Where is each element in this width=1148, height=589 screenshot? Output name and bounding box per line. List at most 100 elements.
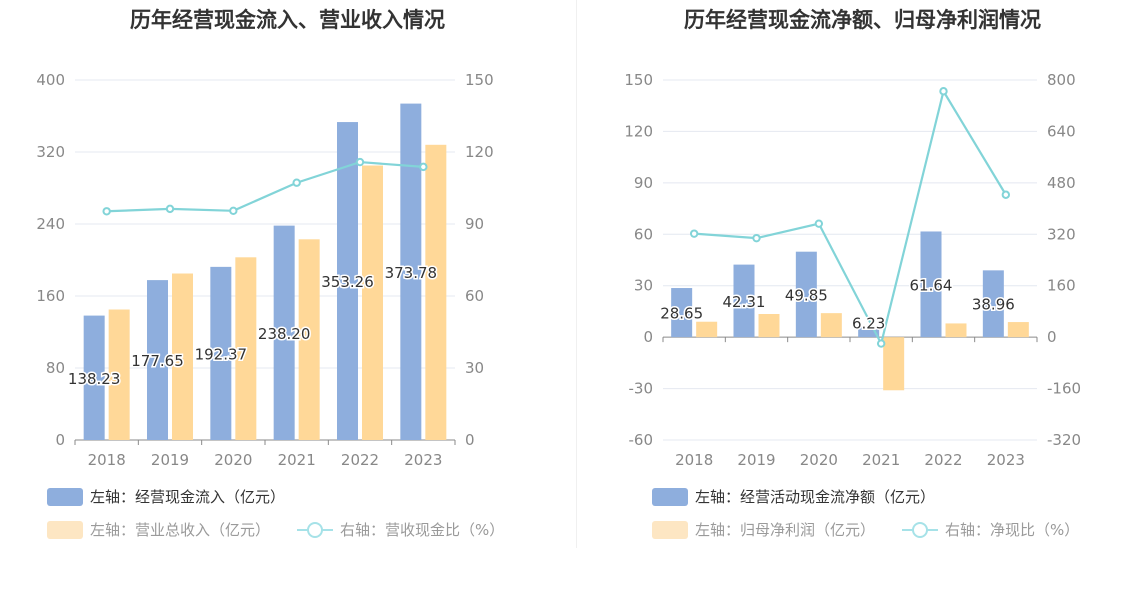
legend-label-ratio: 右轴：营收现金比（%） <box>340 521 505 539</box>
x-tick-label: 2021 <box>278 451 316 469</box>
y-tick-label-right: 640 <box>1047 122 1076 140</box>
bar-primary <box>858 326 880 338</box>
legend-item-cash-ratio[interactable]: 右轴：净现比（%） <box>902 519 1079 540</box>
x-tick-label: 2018 <box>675 451 713 469</box>
legend-label-cash-ratio: 右轴：净现比（%） <box>945 521 1080 539</box>
y-tick-label-right: 480 <box>1047 174 1076 192</box>
y-tick-label-right: 160 <box>1047 277 1076 295</box>
line-point <box>814 219 824 228</box>
y-tick-label-right: -160 <box>1047 380 1081 398</box>
bar-primary <box>920 231 942 338</box>
bar-secondary <box>883 337 905 391</box>
x-tick-label: 2020 <box>214 451 252 469</box>
chart-panel-netcash-profit: 历年经营现金流净额、归母净利润情况 -60 -30 0 30 60 90 120 150 -32… <box>577 0 1148 560</box>
chart-title: 历年经营现金流入、营业收入情况 <box>130 8 445 32</box>
y-tick-label-left: 320 <box>36 143 65 161</box>
bar-secondary <box>108 309 130 440</box>
bar-secondary <box>235 257 257 440</box>
bar-secondary <box>172 273 193 440</box>
legend-swatch-inflow <box>47 487 83 506</box>
y-tick-label-left: 0 <box>643 328 653 346</box>
data-label: 373.78 <box>385 264 438 282</box>
x-tick-label: 2018 <box>88 451 126 469</box>
legend-line-marker-ratio <box>297 521 333 539</box>
x-tick-label: 2021 <box>862 451 900 469</box>
y-tick-label-left: 120 <box>624 122 653 140</box>
data-label: 238.20 <box>258 325 311 343</box>
y-tick-label-left: 400 <box>36 71 65 89</box>
line-point <box>165 204 175 214</box>
bar-secondary <box>362 165 383 440</box>
bar-secondary <box>945 323 967 338</box>
legend-label-net-cash: 左轴：经营活动现金流净额（亿元） <box>695 488 936 506</box>
data-label: 192.37 <box>195 345 248 363</box>
data-label: 6.23 <box>852 314 885 332</box>
bar-primary <box>83 315 105 440</box>
bar-primary <box>400 103 422 441</box>
bar-primary <box>210 266 232 440</box>
bar-primary <box>337 122 358 440</box>
chart-panel-cashflow-revenue: 历年经营现金流入、营业收入情况 0 80 160 240 320 400 0 30 60 90 12… <box>0 0 575 560</box>
y-tick-label-left: 160 <box>36 287 65 305</box>
chart-plot-area: 0 80 160 240 320 400 0 30 60 90 120 150 2018 2019 2020… <box>36 71 494 469</box>
legend-label-inflow: 左轴：经营现金流入（亿元） <box>90 488 286 506</box>
line-point <box>1001 190 1011 199</box>
legend-item-revenue[interactable]: 左轴：营业总收入（亿元） <box>47 519 270 540</box>
y-tick-label-left: 240 <box>36 215 65 233</box>
x-tick-label: 2022 <box>924 451 962 469</box>
legend-item-inflow[interactable]: 左轴：经营现金流入（亿元） <box>47 486 285 507</box>
y-tick-label-right: 320 <box>1047 225 1076 243</box>
legend-swatch-revenue <box>47 520 83 539</box>
line-point <box>229 206 238 216</box>
y-tick-label-left: 60 <box>634 225 653 243</box>
y-tick-label-left: 150 <box>624 71 653 89</box>
y-tick-label-left: 0 <box>55 431 65 449</box>
line-point <box>689 229 699 238</box>
y-tick-label-right: 150 <box>465 71 494 89</box>
legend-item-net-profit[interactable]: 左轴：归母净利润（亿元） <box>652 519 875 540</box>
bar-primary <box>733 264 755 338</box>
bar-secondary <box>298 239 320 440</box>
bar-secondary <box>425 144 447 441</box>
data-label: 38.96 <box>972 296 1015 314</box>
bar-secondary <box>820 313 842 338</box>
y-tick-label-right: -320 <box>1047 431 1081 449</box>
legend-item-ratio[interactable]: 右轴：营收现金比（%） <box>297 519 504 540</box>
y-tick-label-right: 90 <box>465 215 484 233</box>
data-label: 353.26 <box>321 273 374 291</box>
bar-primary <box>147 280 168 440</box>
data-label: 177.65 <box>131 352 184 370</box>
y-tick-label-right: 0 <box>465 431 475 449</box>
line-series <box>106 160 424 213</box>
y-tick-label-left: -30 <box>629 380 654 398</box>
line-point <box>876 339 886 348</box>
y-tick-label-right: 30 <box>465 359 484 377</box>
legend-label-net-profit: 左轴：归母净利润（亿元） <box>695 521 876 539</box>
bar-primary <box>671 288 693 338</box>
y-tick-label-right: 60 <box>465 287 484 305</box>
y-tick-label-left: 90 <box>634 174 653 192</box>
line-series <box>694 88 1007 347</box>
legend-item-net-cash[interactable]: 左轴：经营活动现金流净额（亿元） <box>652 486 935 507</box>
y-tick-label-right: 0 <box>1047 328 1057 346</box>
y-tick-label-left: 80 <box>46 359 65 377</box>
y-tick-label-left: -60 <box>629 431 654 449</box>
legend-swatch-net-cash <box>652 487 688 506</box>
y-tick-label-right: 800 <box>1047 71 1076 89</box>
x-tick-label: 2023 <box>404 451 442 469</box>
bar-secondary <box>758 314 780 338</box>
x-tick-label: 2022 <box>341 451 379 469</box>
x-tick-label: 2019 <box>151 451 189 469</box>
y-tick-label-right: 120 <box>465 143 494 161</box>
chart-plot-area: -60 -30 0 30 60 90 120 150 -320 -160 0 160 320 480 640… <box>624 71 1081 469</box>
data-label: 28.65 <box>660 305 703 323</box>
bar-primary <box>273 225 295 440</box>
data-label: 42.31 <box>723 293 766 311</box>
bar-primary <box>982 270 1004 338</box>
line-point <box>752 233 761 243</box>
line-point <box>292 178 301 187</box>
line-point <box>355 157 365 167</box>
bar-primary <box>795 251 817 338</box>
legend-label-revenue: 左轴：营业总收入（亿元） <box>90 521 271 539</box>
x-tick-label: 2019 <box>737 451 775 469</box>
